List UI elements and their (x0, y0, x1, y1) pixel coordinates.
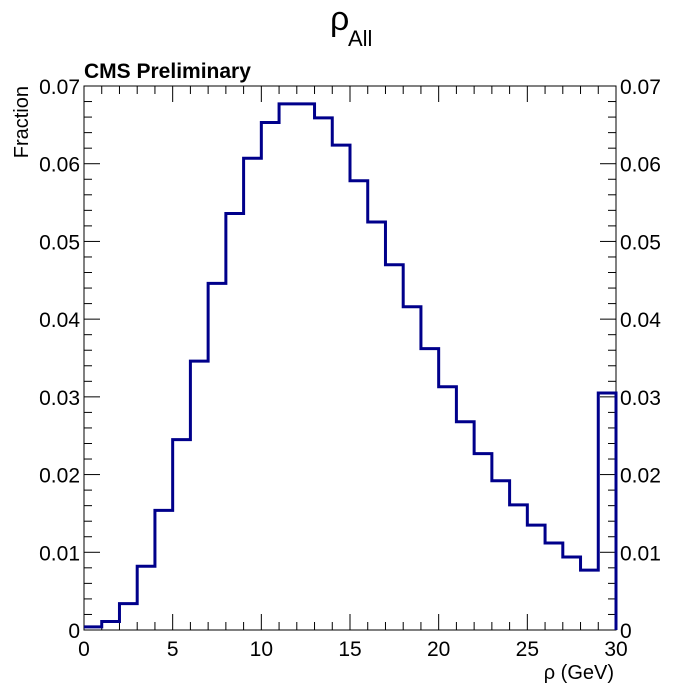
y-tick-label-right: 0 (620, 620, 632, 643)
cms-label: CMS Preliminary (84, 60, 251, 83)
y-tick-label-right: 0.06 (620, 154, 661, 177)
y-tick-label-right: 0.07 (620, 76, 661, 99)
y-tick-label-right: 0.04 (620, 309, 661, 332)
y-tick-label-right: 0.03 (620, 387, 661, 410)
chart-title: ρ (330, 0, 349, 38)
y-tick-label-left: 0.07 (39, 76, 80, 99)
x-tick-label: 25 (516, 638, 539, 661)
histogram-line (84, 102, 618, 630)
x-tick-label: 5 (167, 638, 179, 661)
y-tick-label-left: 0.05 (39, 231, 80, 254)
y-tick-label-left: 0.01 (39, 542, 80, 565)
y-tick-label-left: 0.06 (39, 154, 80, 177)
x-tick-label: 15 (338, 638, 361, 661)
x-tick-label: 20 (427, 638, 450, 661)
x-tick-label: 0 (78, 638, 90, 661)
y-tick-label-right: 0.05 (620, 231, 661, 254)
y-tick-label-left: 0 (68, 620, 80, 643)
tick-labels: 0 5 10 15 20 25 300 00.01 0.010.02 0.020.03 0.030.… (39, 76, 661, 661)
x-tick-label: 10 (250, 638, 273, 661)
y-tick-label-right: 0.01 (620, 542, 661, 565)
y-tick-label-left: 0.02 (39, 465, 80, 488)
x-axis-title: ρ (GeV) (544, 662, 614, 684)
y-tick-label-left: 0.04 (39, 309, 80, 332)
x-tick-label: 30 (604, 638, 627, 661)
y-axis-title: Fraction (11, 86, 33, 158)
y-tick-label-right: 0.02 (620, 465, 661, 488)
y-tick-label-left: 0.03 (39, 387, 80, 410)
chart-title-subscript: All (348, 26, 372, 51)
axis-ticks (83, 85, 617, 631)
